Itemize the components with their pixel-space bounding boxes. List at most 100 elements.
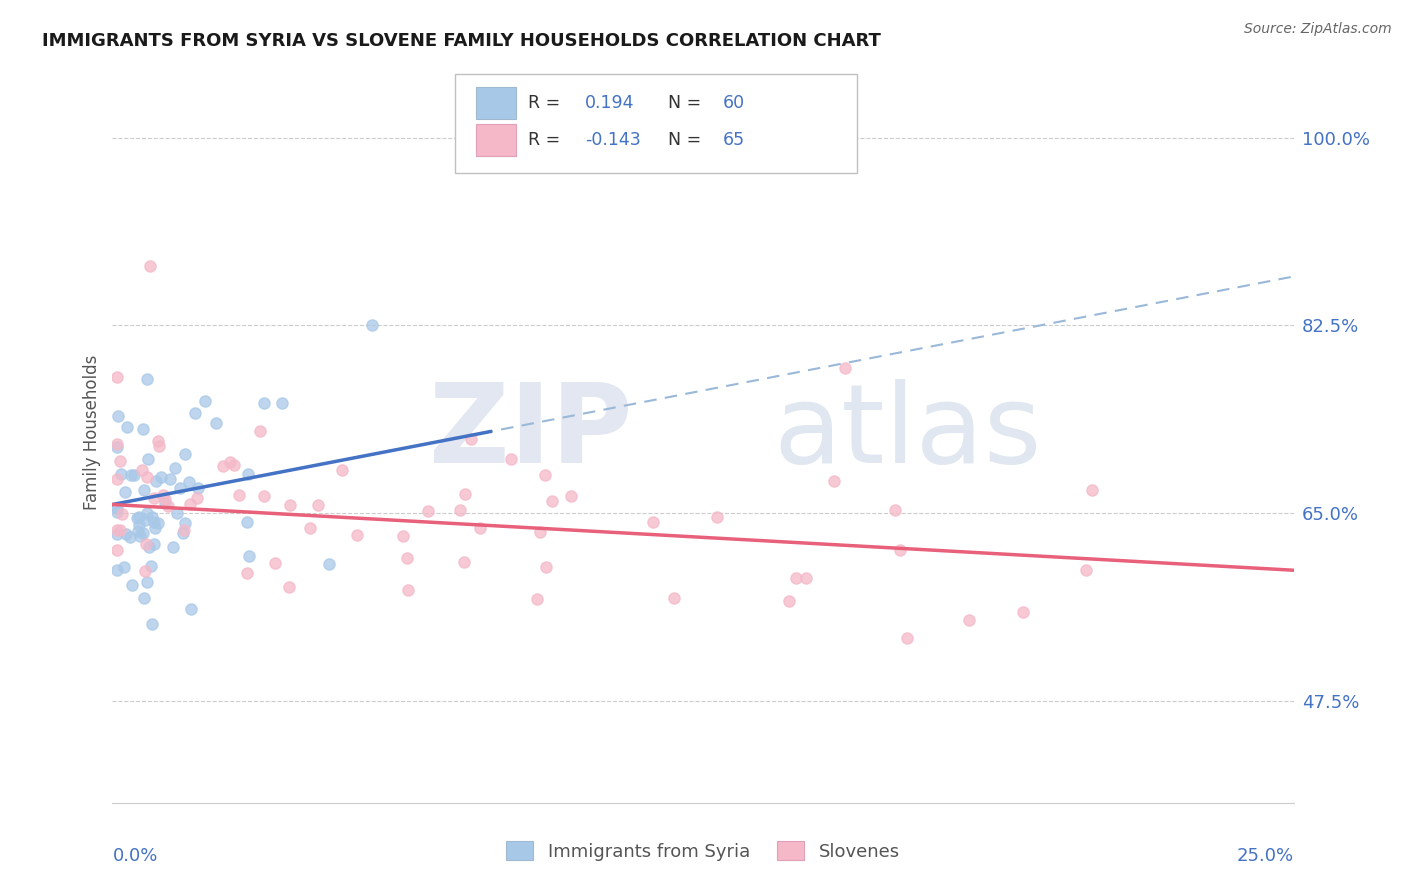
Point [253, 489, 276, 503]
Text: R =: R = [529, 95, 567, 112]
Point [148, 439, 170, 453]
Point [143, 537, 166, 551]
FancyBboxPatch shape [477, 124, 516, 156]
Text: 0.194: 0.194 [585, 95, 634, 112]
Point [135, 506, 157, 520]
Point [541, 493, 564, 508]
Point [529, 524, 551, 539]
Point [110, 454, 132, 468]
Point [460, 432, 482, 446]
Point [889, 542, 911, 557]
Point [1012, 605, 1035, 619]
Point [187, 481, 209, 495]
Point [177, 475, 200, 490]
Point [134, 513, 156, 527]
Point [110, 467, 132, 481]
Point [238, 549, 260, 563]
Point [173, 523, 195, 537]
Point [135, 574, 157, 589]
Point [643, 515, 665, 529]
Point [152, 488, 174, 502]
Text: -0.143: -0.143 [585, 131, 641, 149]
Text: R =: R = [529, 131, 567, 149]
Point [278, 498, 301, 512]
Point [179, 497, 201, 511]
Point [114, 484, 136, 499]
Point [236, 566, 259, 580]
Point [883, 503, 905, 517]
Point [236, 515, 259, 529]
Point [146, 516, 169, 530]
Point [115, 526, 138, 541]
Point [499, 452, 522, 467]
Point [896, 631, 918, 645]
Point [277, 580, 299, 594]
Point [184, 406, 207, 420]
Point [145, 474, 167, 488]
FancyBboxPatch shape [456, 73, 856, 173]
Point [470, 521, 492, 535]
Point [165, 461, 187, 475]
Point [159, 472, 181, 486]
Text: IMMIGRANTS FROM SYRIA VS SLOVENE FAMILY HOUSEHOLDS CORRELATION CHART: IMMIGRANTS FROM SYRIA VS SLOVENE FAMILY … [42, 32, 880, 50]
Point [299, 520, 322, 534]
Point [141, 509, 163, 524]
Point [785, 571, 807, 585]
Point [560, 489, 582, 503]
Point [105, 437, 128, 451]
FancyBboxPatch shape [477, 87, 516, 120]
Point [534, 467, 557, 482]
Point [169, 482, 191, 496]
Point [105, 505, 128, 519]
Point [128, 529, 150, 543]
Point [416, 504, 439, 518]
Point [136, 452, 159, 467]
Point [105, 473, 128, 487]
Point [141, 616, 163, 631]
Point [136, 372, 159, 386]
Point [166, 506, 188, 520]
Point [174, 516, 197, 531]
Text: Source: ZipAtlas.com: Source: ZipAtlas.com [1244, 22, 1392, 37]
Point [222, 458, 245, 472]
Point [139, 559, 162, 574]
Point [249, 424, 271, 438]
Point [204, 416, 226, 430]
Point [153, 495, 176, 509]
Point [122, 468, 145, 483]
Point [172, 525, 194, 540]
Point [1076, 563, 1098, 577]
Point [138, 540, 160, 554]
Point [132, 483, 155, 497]
Text: 0.0%: 0.0% [112, 847, 157, 865]
Point [128, 510, 150, 524]
Point [253, 395, 276, 409]
Point [149, 470, 172, 484]
Point [330, 463, 353, 477]
Point [361, 318, 384, 333]
Point [449, 503, 471, 517]
Point [120, 468, 142, 483]
Text: N =: N = [668, 95, 706, 112]
Point [120, 530, 142, 544]
Point [212, 458, 235, 473]
Point [778, 594, 800, 608]
Point [526, 592, 548, 607]
Point [132, 591, 155, 605]
Point [143, 491, 166, 505]
Point [823, 474, 845, 488]
Point [135, 537, 157, 551]
Text: atlas: atlas [773, 379, 1042, 486]
Text: 65: 65 [723, 131, 745, 149]
Point [117, 420, 139, 434]
Point [1081, 483, 1104, 497]
Text: 60: 60 [723, 95, 745, 112]
Point [112, 560, 135, 574]
Point [105, 527, 128, 541]
Point [121, 578, 143, 592]
Point [173, 447, 195, 461]
Text: ZIP: ZIP [429, 379, 633, 486]
Point [834, 361, 856, 376]
Point [346, 528, 368, 542]
Point [706, 509, 728, 524]
